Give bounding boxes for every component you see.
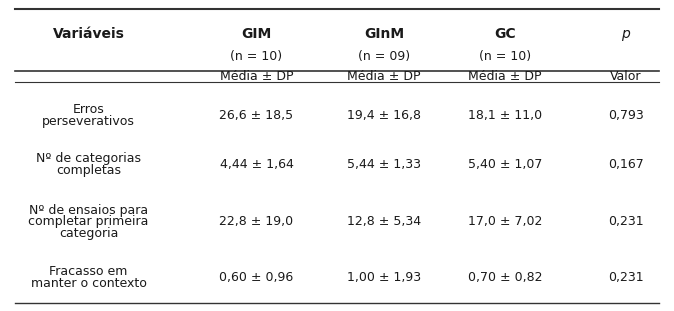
Text: (n = 09): (n = 09): [358, 50, 410, 63]
Text: Erros: Erros: [73, 103, 104, 116]
Text: completas: completas: [56, 164, 121, 177]
Text: (n = 10): (n = 10): [231, 50, 282, 63]
Text: GIM: GIM: [241, 27, 272, 41]
Text: Nº de categorias: Nº de categorias: [36, 152, 141, 165]
Text: 12,8 ± 5,34: 12,8 ± 5,34: [347, 215, 421, 228]
Text: Variáveis: Variáveis: [53, 27, 125, 41]
Text: 17,0 ± 7,02: 17,0 ± 7,02: [468, 215, 542, 228]
Text: 0,60 ± 0,96: 0,60 ± 0,96: [219, 271, 294, 284]
Text: 4,44 ± 1,64: 4,44 ± 1,64: [220, 158, 293, 171]
Text: 22,8 ± 19,0: 22,8 ± 19,0: [220, 215, 293, 228]
Text: 0,231: 0,231: [608, 271, 644, 284]
Text: Média ± DP: Média ± DP: [220, 70, 293, 83]
Text: p: p: [621, 27, 630, 41]
Text: 0,231: 0,231: [608, 215, 644, 228]
Text: GC: GC: [494, 27, 516, 41]
Text: Nº de ensaios para: Nº de ensaios para: [29, 204, 148, 216]
Text: 19,4 ± 16,8: 19,4 ± 16,8: [347, 109, 421, 122]
Text: completar primeira: completar primeira: [28, 215, 149, 228]
Text: 26,6 ± 18,5: 26,6 ± 18,5: [220, 109, 293, 122]
Text: (n = 10): (n = 10): [479, 50, 531, 63]
Text: Média ± DP: Média ± DP: [468, 70, 541, 83]
Text: manter o contexto: manter o contexto: [31, 276, 146, 290]
Text: Fracasso em: Fracasso em: [49, 265, 128, 278]
Text: 0,793: 0,793: [608, 109, 644, 122]
Text: 5,40 ± 1,07: 5,40 ± 1,07: [468, 158, 542, 171]
Text: 1,00 ± 1,93: 1,00 ± 1,93: [347, 271, 421, 284]
Text: GInM: GInM: [364, 27, 404, 41]
Text: Média ± DP: Média ± DP: [347, 70, 421, 83]
Text: perseverativos: perseverativos: [42, 115, 135, 128]
Text: 0,70 ± 0,82: 0,70 ± 0,82: [468, 271, 542, 284]
Text: categoria: categoria: [59, 227, 119, 240]
Text: 0,167: 0,167: [608, 158, 644, 171]
Text: 5,44 ± 1,33: 5,44 ± 1,33: [347, 158, 421, 171]
Text: 18,1 ± 11,0: 18,1 ± 11,0: [468, 109, 542, 122]
Text: Valor: Valor: [610, 70, 642, 83]
